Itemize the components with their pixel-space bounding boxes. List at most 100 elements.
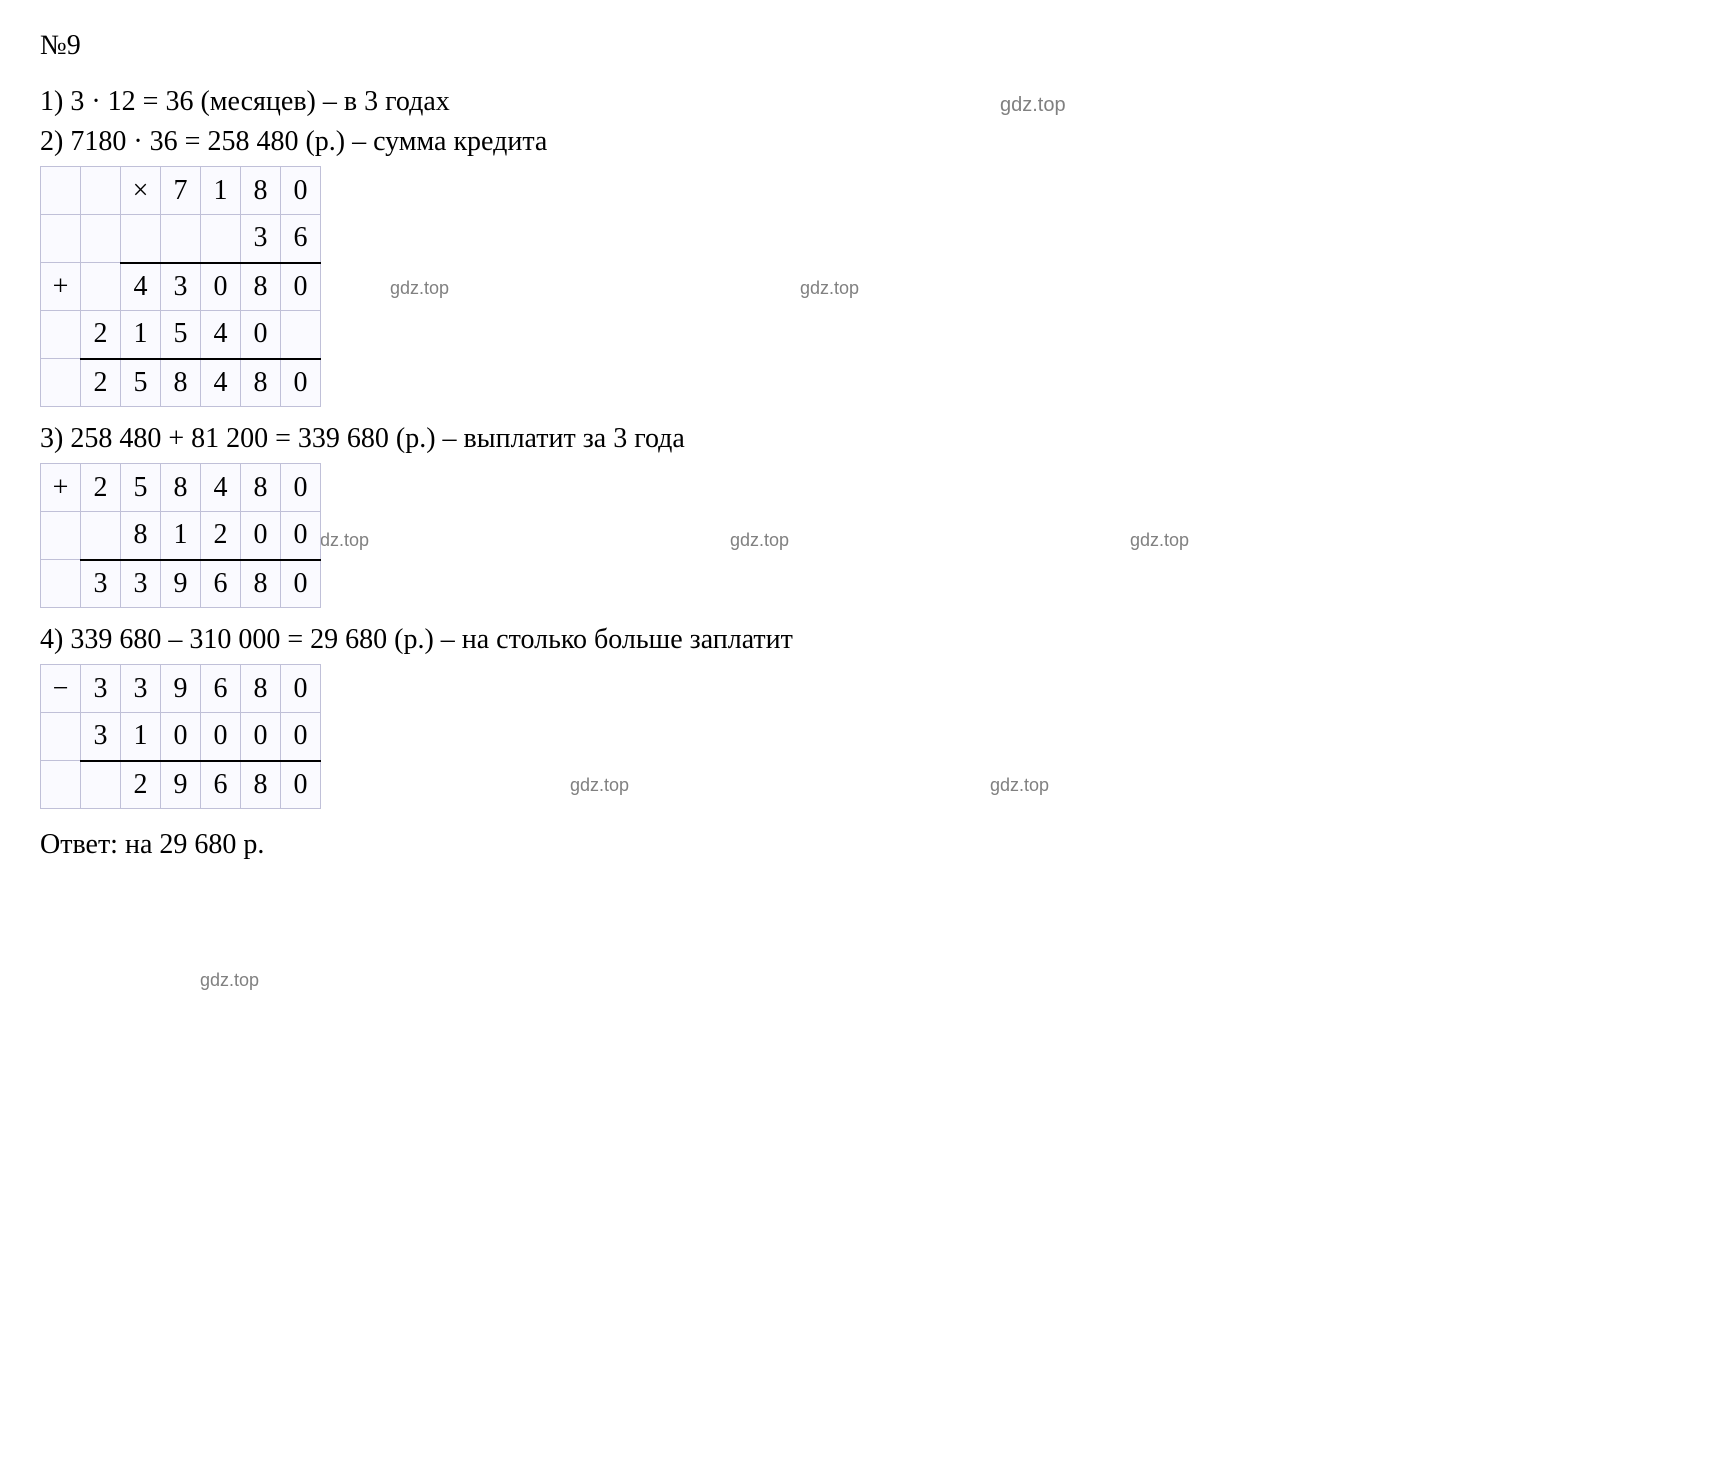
problem-number: №9 [40,30,1694,62]
cell: 9 [161,665,201,713]
cell: 3 [121,560,161,608]
table-row: + 4 3 0 8 0 [41,263,321,311]
cell: 8 [241,167,281,215]
cell: 2 [81,311,121,359]
table-row: 2 1 5 4 0 [41,311,321,359]
cell: 0 [281,713,321,761]
cell [281,311,321,359]
cell: 9 [161,761,201,809]
cell [41,560,81,608]
watermark-3: gdz.top [800,278,859,299]
cell: 3 [161,263,201,311]
cell: 9 [161,560,201,608]
cell: 0 [161,713,201,761]
cell: 0 [281,263,321,311]
cell [41,761,81,809]
cell: 5 [121,464,161,512]
cell: 0 [241,311,281,359]
cell: 8 [161,464,201,512]
cell: 3 [121,665,161,713]
cell: 0 [281,359,321,407]
cell: 8 [241,263,281,311]
cell [41,713,81,761]
cell [41,215,81,263]
cell: 2 [201,512,241,560]
cell [201,215,241,263]
cell: − [41,665,81,713]
cell [81,761,121,809]
cell [121,215,161,263]
cell: 2 [121,761,161,809]
cell: 6 [201,761,241,809]
cell: 8 [241,761,281,809]
cell: 2 [81,464,121,512]
table-row: 8 1 2 0 0 [41,512,321,560]
cell: × [121,167,161,215]
cell: 0 [201,263,241,311]
watermark-5: gdz.top [730,530,789,551]
cell: 5 [121,359,161,407]
table-row: × 7 1 8 0 [41,167,321,215]
cell: 3 [81,713,121,761]
table-row: + 2 5 8 4 8 0 [41,464,321,512]
cell: 6 [281,215,321,263]
answer: Ответ: на 29 680 р. [40,829,1694,861]
addition-table: + 2 5 8 4 8 0 8 1 2 0 0 3 3 9 6 8 0 [40,463,321,608]
cell: 5 [161,311,201,359]
cell [81,263,121,311]
cell: 6 [201,560,241,608]
cell [81,512,121,560]
cell [41,359,81,407]
table-row: 3 1 0 0 0 0 [41,713,321,761]
table-row: 2 9 6 8 0 [41,761,321,809]
step-1: 1) 3 · 12 = 36 (месяцев) – в 3 годах [40,86,1694,118]
cell: 0 [281,512,321,560]
cell: 8 [121,512,161,560]
cell: 1 [121,311,161,359]
table-row: 3 3 9 6 8 0 [41,560,321,608]
cell: 3 [241,215,281,263]
multiplication-table: × 7 1 8 0 3 6 + 4 3 0 8 0 2 1 5 4 0 2 5 … [40,166,321,407]
cell: 1 [121,713,161,761]
cell: 8 [241,464,281,512]
table-row: 2 5 8 4 8 0 [41,359,321,407]
cell: 0 [241,713,281,761]
cell: 0 [281,665,321,713]
cell: 4 [201,311,241,359]
cell: 3 [81,665,121,713]
table-row: − 3 3 9 6 8 0 [41,665,321,713]
cell: 0 [281,167,321,215]
cell: 0 [201,713,241,761]
watermark-9: gdz.top [200,970,259,991]
watermark-7: gdz.top [570,775,629,796]
cell [81,167,121,215]
step-2: 2) 7180 · 36 = 258 480 (р.) – сумма кред… [40,126,1694,158]
cell: 1 [201,167,241,215]
cell: 8 [241,665,281,713]
cell: 8 [161,359,201,407]
table-row: 3 6 [41,215,321,263]
cell: 8 [241,560,281,608]
watermark-6: gdz.top [1130,530,1189,551]
cell [41,512,81,560]
cell [81,215,121,263]
cell: + [41,263,81,311]
cell: 7 [161,167,201,215]
cell: 4 [201,359,241,407]
cell: 4 [121,263,161,311]
step-4: 4) 339 680 – 310 000 = 29 680 (р.) – на … [40,624,1694,656]
watermark-2: gdz.top [390,278,449,299]
cell: 2 [81,359,121,407]
cell: 6 [201,665,241,713]
cell: 3 [81,560,121,608]
cell: 0 [281,560,321,608]
cell: 0 [281,761,321,809]
cell [161,215,201,263]
watermark-8: gdz.top [990,775,1049,796]
cell: 4 [201,464,241,512]
cell: + [41,464,81,512]
subtraction-table: − 3 3 9 6 8 0 3 1 0 0 0 0 2 9 6 8 0 [40,664,321,809]
cell: 0 [281,464,321,512]
cell: 0 [241,512,281,560]
cell [41,167,81,215]
